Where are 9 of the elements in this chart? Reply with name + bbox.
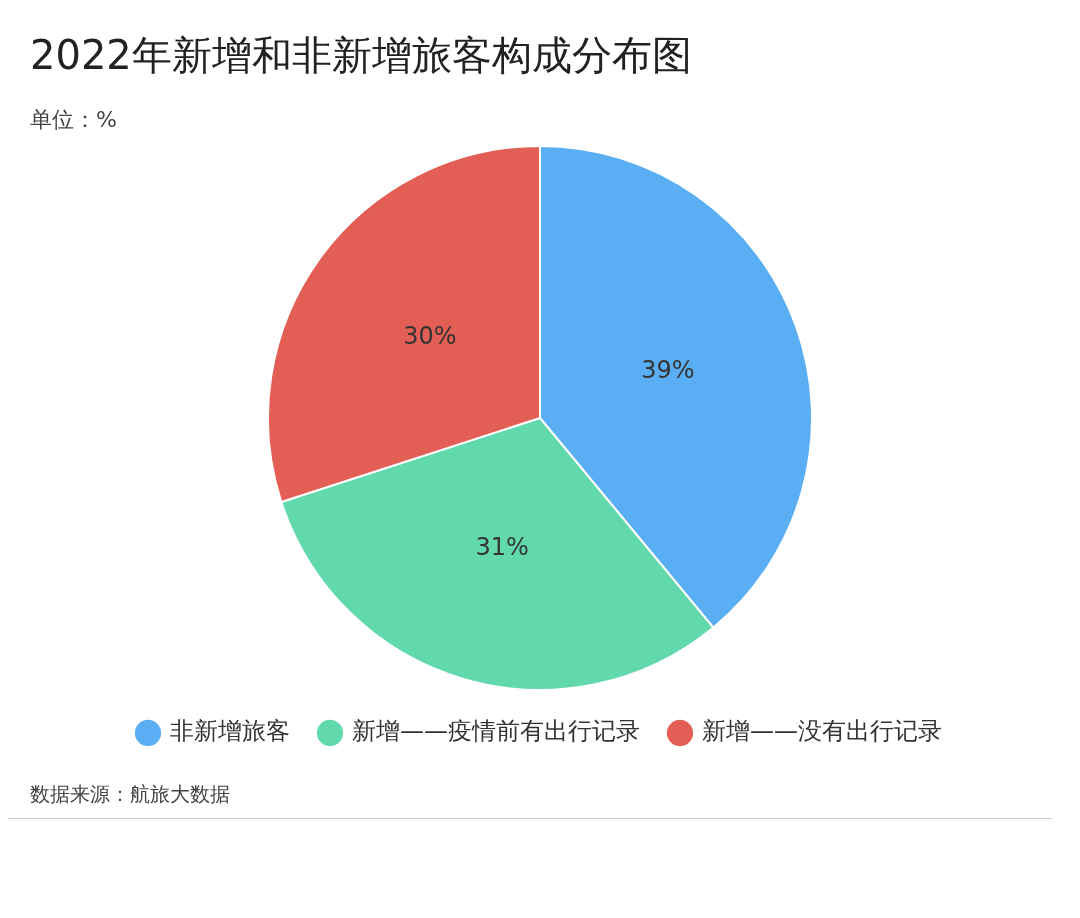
chart-subtitle: 单位：% <box>29 106 118 134</box>
source-note: 数据来源：航旅大数据 <box>8 765 1052 819</box>
data-label: 39% <box>641 356 695 385</box>
data-label: 31% <box>475 532 529 561</box>
legend-label: 非新增旅客 <box>170 717 290 746</box>
legend-label: 新增——没有出行记录 <box>702 717 942 746</box>
chart-title: 2022年新增和非新增旅客构成分布图 <box>29 31 693 80</box>
legend-label: 新增——疫情前有出行记录 <box>352 717 640 746</box>
data-label: 30% <box>403 322 457 351</box>
